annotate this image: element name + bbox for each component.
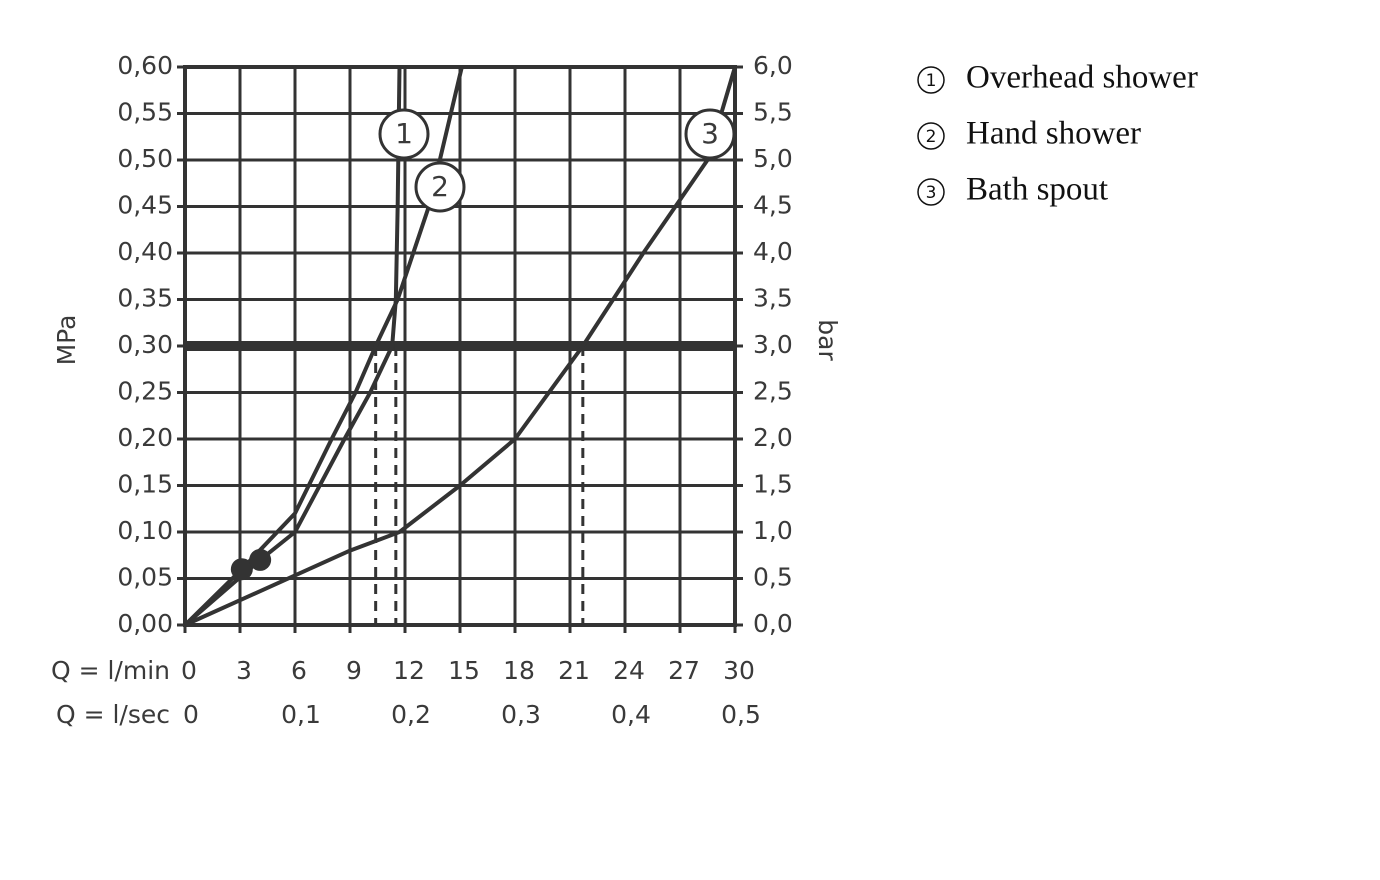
y2-tick-label: 6,0 [753, 51, 793, 80]
y-axis-label: MPa [52, 315, 81, 366]
legend-symbol [917, 178, 945, 206]
x2-tick-label: 0,5 [721, 700, 761, 729]
legend-label: Hand shower [966, 116, 1141, 152]
legend-symbol [917, 122, 945, 150]
y-tick-label: 0,50 [117, 144, 173, 173]
y-tick-label: 0,35 [117, 284, 173, 313]
y-tick-label: 0,05 [117, 563, 173, 592]
operating-point [230, 558, 253, 581]
x2-tick-label: 0,3 [501, 700, 541, 729]
y2-tick-label: 1,5 [753, 470, 793, 499]
y2-tick-label: 5,5 [753, 98, 793, 127]
y-tick-label: 0,40 [117, 237, 173, 266]
x-tick-label: 6 [291, 656, 307, 685]
legend-label: Overhead shower [966, 60, 1198, 96]
x-tick-label: 24 [613, 656, 645, 685]
x-tick-label: 18 [503, 656, 535, 685]
y-tick-label: 0,10 [117, 516, 173, 545]
series-callout-label: 2 [431, 170, 449, 203]
x2-tick-label: 0,4 [611, 700, 651, 729]
y2-tick-label: 0,0 [753, 609, 793, 638]
x-axis-label: Q = l/min [51, 656, 170, 685]
y2-tick-label: 5,0 [753, 144, 793, 173]
series-callout [414, 161, 466, 213]
y-tick-label: 0,25 [117, 377, 173, 406]
x2-axis-label: Q = l/sec [56, 700, 170, 729]
x2-tick-label: 0,2 [391, 700, 431, 729]
series-callout-label: 1 [395, 117, 413, 150]
y2-tick-label: 3,0 [753, 330, 793, 359]
series-line [183, 66, 402, 627]
y2-tick-label: 2,5 [753, 377, 793, 406]
legend-symbol-label: 3 [926, 183, 937, 203]
legend-symbol [917, 66, 945, 94]
series-line [184, 66, 737, 627]
x-tick-label: 12 [393, 656, 425, 685]
x-tick-label: 27 [668, 656, 700, 685]
legend-label: Bath spout [966, 172, 1108, 208]
x-tick-label: 30 [723, 656, 755, 685]
operating-point [249, 548, 272, 571]
x-tick-label: 9 [346, 656, 362, 685]
legend-symbol-label: 1 [926, 71, 937, 91]
y-tick-label: 0,45 [117, 191, 173, 220]
series-callout [684, 108, 736, 160]
y-tick-label: 0,20 [117, 423, 173, 452]
y2-tick-label: 1,0 [753, 516, 793, 545]
x-tick-label: 3 [236, 656, 252, 685]
y2-tick-label: 3,5 [753, 284, 793, 313]
y-tick-label: 0,30 [117, 330, 173, 359]
legend-symbol-label: 2 [926, 127, 937, 147]
y-tick-label: 0,00 [117, 609, 173, 638]
y-tick-label: 0,60 [117, 51, 173, 80]
x2-tick-label: 0 [183, 700, 199, 729]
series-callout-label: 3 [701, 117, 719, 150]
y-tick-label: 0,55 [117, 98, 173, 127]
y2-axis-label: bar [813, 319, 842, 361]
y2-tick-label: 2,0 [753, 423, 793, 452]
y2-tick-label: 0,5 [753, 563, 793, 592]
y2-tick-label: 4,0 [753, 237, 793, 266]
x-tick-label: 21 [558, 656, 590, 685]
y-tick-label: 0,15 [117, 470, 173, 499]
x-tick-label: 0 [181, 656, 197, 685]
series-callout [378, 108, 430, 160]
x2-tick-label: 0,1 [281, 700, 321, 729]
y2-tick-label: 4,5 [753, 191, 793, 220]
x-tick-label: 15 [448, 656, 480, 685]
